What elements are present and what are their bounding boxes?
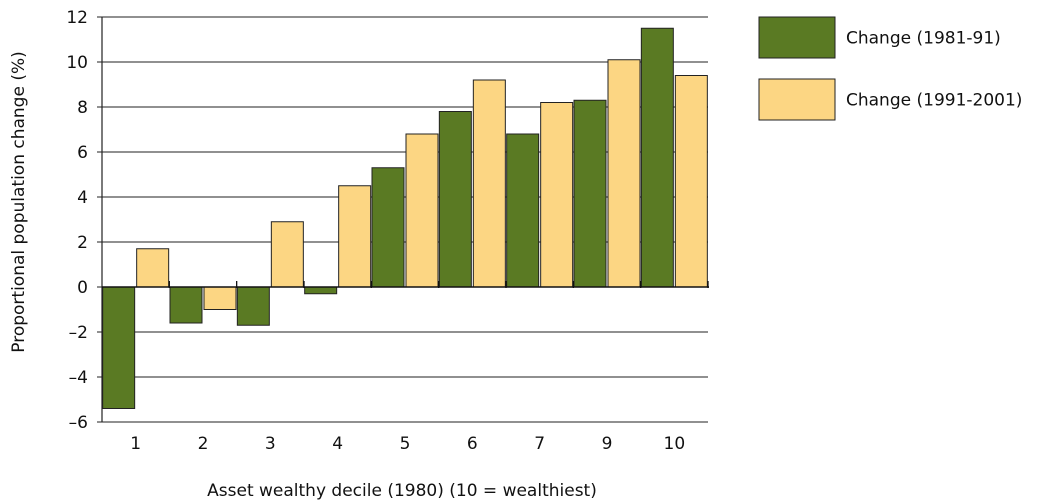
bar	[506, 133, 540, 288]
bar	[438, 111, 472, 288]
bar	[405, 133, 439, 288]
x-tick-label: 1	[130, 434, 141, 454]
bar	[136, 248, 170, 288]
bar	[203, 286, 237, 310]
bar	[102, 286, 136, 409]
y-tick-label: 12	[66, 8, 88, 28]
y-tick-label: 8	[77, 98, 88, 118]
x-tick-label: 5	[400, 434, 411, 454]
bar	[540, 102, 574, 288]
y-tick-label: –4	[69, 368, 88, 388]
y-tick-label: 6	[77, 143, 88, 163]
x-axis-title: Asset wealthy decile (1980) (10 = wealth…	[207, 481, 597, 501]
x-tick-label: 7	[534, 434, 545, 454]
bar	[169, 286, 203, 324]
y-axis-title: Proportional population change (%)	[9, 51, 29, 353]
bar	[304, 286, 338, 295]
bar	[607, 59, 641, 288]
bar	[472, 79, 506, 288]
bar	[236, 286, 270, 326]
legend-swatch	[758, 16, 836, 59]
x-tick-labels: 1 2 3 4 5 6 7 9 10	[130, 434, 685, 454]
legend: Change (1981-91) Change (1991-2001)	[758, 16, 1022, 121]
axes	[97, 16, 709, 423]
legend-label: Change (1981-91)	[846, 29, 1001, 49]
x-tick-label: 4	[332, 434, 343, 454]
y-tick-label: 4	[77, 188, 88, 208]
y-tick-labels: –6 –4 –2 0 2 4 6 8 10 12	[66, 8, 88, 433]
bar	[674, 75, 708, 288]
y-tick-label: 0	[77, 278, 88, 298]
legend-swatch	[758, 78, 836, 121]
bar	[270, 221, 304, 288]
x-tick-label: 2	[198, 434, 209, 454]
x-tick-label: 10	[664, 434, 686, 454]
x-tick-label: 3	[265, 434, 276, 454]
bar	[338, 185, 372, 288]
bar	[371, 167, 405, 288]
y-tick-label: 2	[77, 233, 88, 253]
bar	[573, 99, 607, 288]
y-tick-label: –2	[69, 323, 88, 343]
y-tick-label: –6	[69, 413, 88, 433]
bar	[640, 27, 674, 288]
x-tick-label: 6	[467, 434, 478, 454]
x-tick-label: 9	[602, 434, 613, 454]
y-tick-label: 10	[66, 53, 88, 73]
bars	[102, 27, 708, 409]
legend-label: Change (1991-2001)	[846, 91, 1022, 111]
